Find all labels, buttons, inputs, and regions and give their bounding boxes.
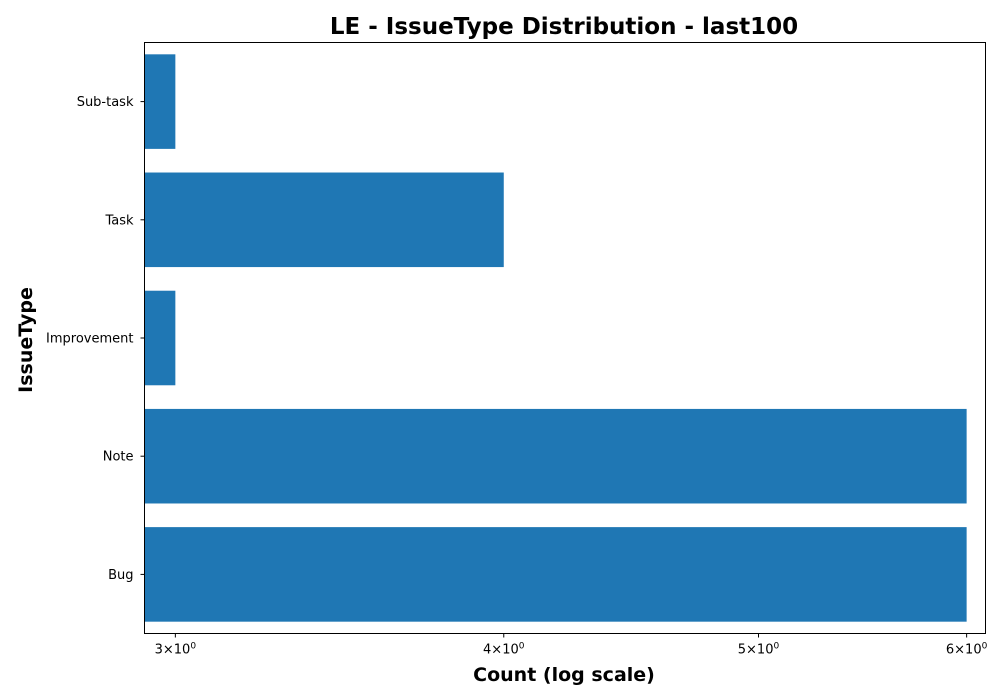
x-tick-label: 6×100 <box>946 642 988 658</box>
chart-title: LE - IssueType Distribution - last100 <box>330 14 798 40</box>
x-tick-label: 4×100 <box>483 642 525 658</box>
x-tick-label: 3×100 <box>155 642 197 658</box>
bar-bug <box>144 527 967 622</box>
y-tick-label: Improvement <box>46 332 133 347</box>
y-axis-ticks: Bug Note Improvement Task Sub-task <box>46 95 145 583</box>
y-tick-label: Task <box>104 213 134 228</box>
bar-note <box>144 408 967 504</box>
y-tick-label: Note <box>103 450 134 465</box>
y-tick-label: Bug <box>108 568 133 583</box>
y-tick-label: Sub-task <box>77 95 134 110</box>
y-axis-label: IssueType <box>15 287 37 393</box>
bar-task <box>144 172 504 268</box>
bar-sub-task <box>144 54 176 149</box>
x-axis-ticks: 3×100 4×100 5×100 6×100 <box>155 633 988 658</box>
bars-group <box>144 54 967 622</box>
x-axis-label: Count (log scale) <box>473 664 655 686</box>
x-tick-label: 5×100 <box>738 642 780 658</box>
bar-improvement <box>144 290 176 386</box>
